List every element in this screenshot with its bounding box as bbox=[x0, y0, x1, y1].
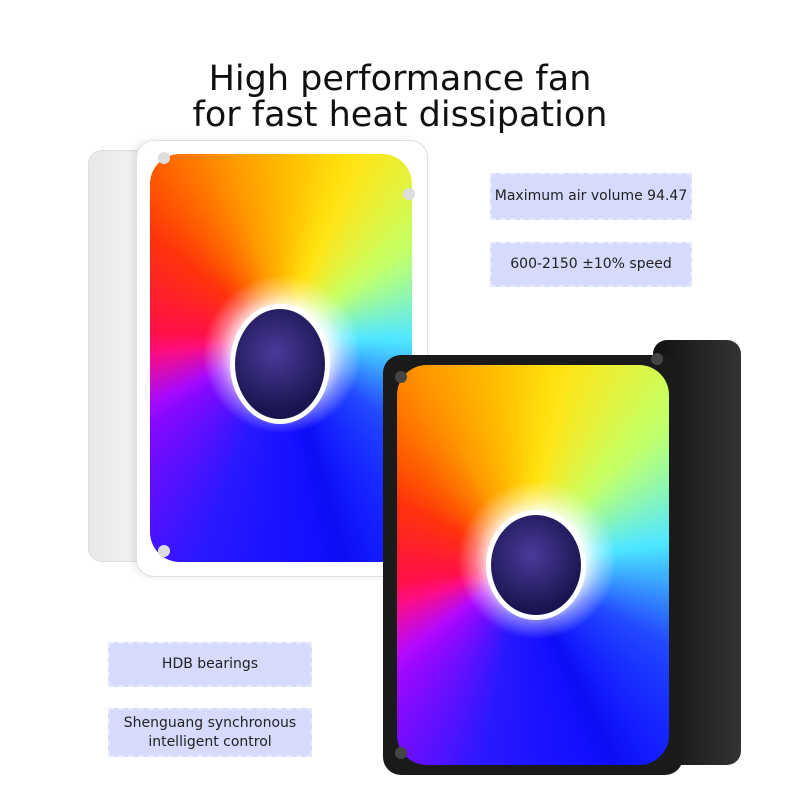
feature-badge-sync-control: Shenguang synchronous intelligent contro… bbox=[108, 708, 312, 757]
headline-line-2: for fast heat dissipation bbox=[192, 95, 608, 135]
feature-badge-air-volume: Maximum air volume 94.47 bbox=[490, 173, 692, 220]
black-rgb-fan-image bbox=[383, 335, 743, 775]
headline-line-1: High performance fan bbox=[208, 59, 592, 99]
feature-badge-speed: 600-2150 ±10% speed bbox=[490, 242, 692, 287]
white-rgb-fan-image bbox=[88, 140, 428, 577]
feature-badge-bearings: HDB bearings bbox=[108, 642, 312, 687]
